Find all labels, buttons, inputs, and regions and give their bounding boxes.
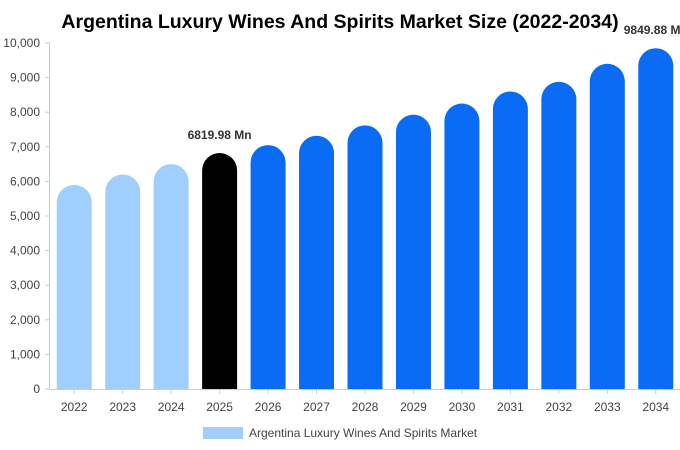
x-tick-label: 2022 <box>61 400 88 414</box>
x-tick-label: 2031 <box>497 400 524 414</box>
x-tick-label: 2029 <box>400 400 427 414</box>
y-tick-label: 3,000 <box>10 278 40 292</box>
bar-2023[interactable] <box>105 174 141 389</box>
bar-2026[interactable] <box>250 145 286 389</box>
legend[interactable]: Argentina Luxury Wines And Spirits Marke… <box>203 426 478 440</box>
x-tick-label: 2027 <box>303 400 330 414</box>
bar-2032[interactable] <box>541 81 577 390</box>
bar-2034[interactable] <box>638 48 674 389</box>
bar-2031[interactable] <box>492 91 528 389</box>
x-axis: 2022 2023 2024 2025 2026 2027 2028 2029 2030 2031… <box>50 389 680 414</box>
y-tick-label: 4,000 <box>10 244 40 258</box>
data-label: 6819.98 Mn <box>188 128 252 142</box>
chart-title: Argentina Luxury Wines And Spirits Marke… <box>61 11 618 33</box>
x-tick-label: 2030 <box>449 400 476 414</box>
bar-2025[interactable] <box>202 153 238 389</box>
bar-2028[interactable] <box>347 125 383 389</box>
y-axis: 0 1,000 2,000 3,000 4,000 5,000 6,000 7,000 8,00… <box>3 36 50 396</box>
y-tick-label: 6,000 <box>10 174 40 188</box>
bar-2022[interactable] <box>56 184 92 389</box>
bar-2024[interactable] <box>153 164 189 389</box>
y-tick-label: 8,000 <box>10 105 40 119</box>
x-tick-label: 2023 <box>109 400 136 414</box>
bar-2030[interactable] <box>444 103 480 390</box>
data-labels: 6819.98 Mn 9849.88 Mn <box>188 23 680 142</box>
y-tick-label: 2,000 <box>10 313 40 327</box>
y-tick-label: 9,000 <box>10 71 40 85</box>
bar-2027[interactable] <box>299 135 335 389</box>
bar-2029[interactable] <box>395 114 431 389</box>
x-tick-label: 2028 <box>352 400 379 414</box>
y-tick-label: 1,000 <box>10 347 40 361</box>
legend-label: Argentina Luxury Wines And Spirits Marke… <box>249 426 478 440</box>
bar-2033[interactable] <box>589 63 625 389</box>
y-tick-label: 5,000 <box>10 209 40 223</box>
x-tick-label: 2025 <box>206 400 233 414</box>
x-tick-label: 2033 <box>594 400 621 414</box>
x-tick-label: 2024 <box>158 400 185 414</box>
x-tick-label: 2034 <box>642 400 669 414</box>
y-tick-label: 0 <box>33 382 40 396</box>
y-tick-label: 7,000 <box>10 140 40 154</box>
y-tick-label: 10,000 <box>3 36 40 50</box>
x-tick-label: 2032 <box>545 400 572 414</box>
x-tick-label: 2026 <box>255 400 282 414</box>
data-label: 9849.88 Mn <box>624 23 680 37</box>
legend-swatch <box>203 427 243 439</box>
bars <box>56 48 674 390</box>
